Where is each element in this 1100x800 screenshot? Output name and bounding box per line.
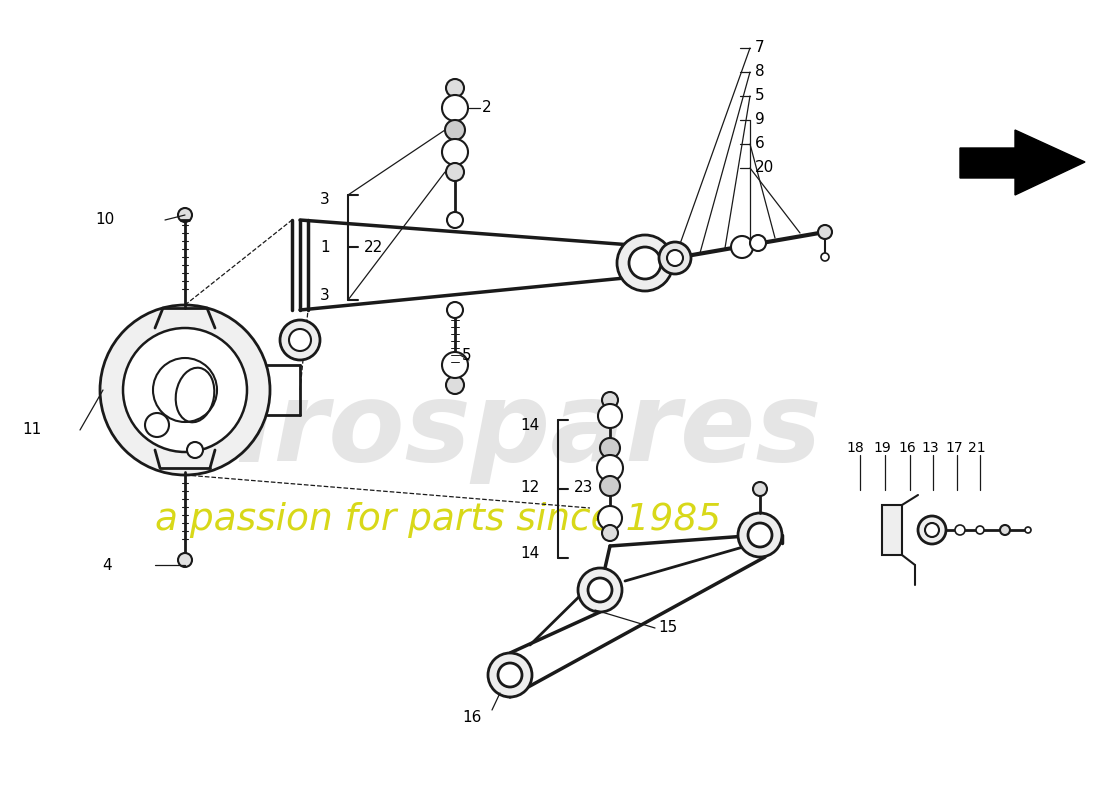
Text: 3: 3 [320, 287, 330, 302]
Circle shape [955, 525, 965, 535]
Circle shape [187, 442, 204, 458]
Text: 16: 16 [898, 441, 916, 455]
Circle shape [442, 139, 468, 165]
Circle shape [600, 476, 620, 496]
Circle shape [498, 663, 522, 687]
Circle shape [918, 516, 946, 544]
Text: 20: 20 [755, 161, 774, 175]
Circle shape [976, 526, 984, 534]
Circle shape [280, 320, 320, 360]
Text: 2: 2 [482, 101, 492, 115]
Text: 10: 10 [96, 213, 115, 227]
Text: eurospares: eurospares [120, 377, 823, 483]
Circle shape [659, 242, 691, 274]
Circle shape [602, 392, 618, 408]
Text: 15: 15 [658, 621, 678, 635]
Text: 12: 12 [520, 481, 540, 495]
Circle shape [442, 352, 468, 378]
Text: 21: 21 [968, 441, 986, 455]
Circle shape [748, 523, 772, 547]
Text: a passion for parts since 1985: a passion for parts since 1985 [155, 502, 722, 538]
Text: 4: 4 [102, 558, 112, 573]
Circle shape [447, 212, 463, 228]
Circle shape [667, 250, 683, 266]
Circle shape [925, 523, 939, 537]
Circle shape [588, 578, 612, 602]
Text: 11: 11 [23, 422, 42, 438]
Circle shape [446, 376, 464, 394]
Text: 5: 5 [755, 89, 764, 103]
Circle shape [738, 513, 782, 557]
Text: 22: 22 [364, 241, 383, 255]
Text: 6: 6 [755, 137, 764, 151]
Circle shape [629, 247, 661, 279]
Circle shape [578, 568, 621, 612]
Circle shape [178, 208, 192, 222]
Circle shape [597, 455, 623, 481]
Circle shape [123, 328, 248, 452]
Text: 3: 3 [320, 193, 330, 207]
Circle shape [598, 506, 622, 530]
Circle shape [488, 653, 532, 697]
Circle shape [754, 482, 767, 496]
Circle shape [732, 236, 754, 258]
Circle shape [178, 553, 192, 567]
Circle shape [818, 225, 832, 239]
Polygon shape [960, 130, 1085, 195]
Text: 14: 14 [520, 418, 540, 433]
Text: 5: 5 [462, 347, 472, 362]
Text: 16: 16 [462, 710, 482, 726]
Circle shape [617, 235, 673, 291]
Text: 13: 13 [921, 441, 938, 455]
Circle shape [446, 120, 465, 140]
Circle shape [750, 235, 766, 251]
Circle shape [598, 404, 622, 428]
Text: 9: 9 [755, 113, 764, 127]
Text: 19: 19 [873, 441, 891, 455]
Circle shape [1025, 527, 1031, 533]
Text: 8: 8 [755, 65, 764, 79]
Circle shape [100, 305, 270, 475]
Circle shape [289, 329, 311, 351]
Text: 23: 23 [574, 481, 593, 495]
Circle shape [145, 413, 169, 437]
Circle shape [602, 525, 618, 541]
Circle shape [153, 358, 217, 422]
Circle shape [442, 95, 468, 121]
FancyBboxPatch shape [882, 505, 902, 555]
Text: 17: 17 [945, 441, 962, 455]
Text: 14: 14 [520, 546, 540, 562]
Circle shape [821, 253, 829, 261]
Text: 7: 7 [755, 41, 764, 55]
Circle shape [446, 163, 464, 181]
Circle shape [1000, 525, 1010, 535]
Circle shape [600, 438, 620, 458]
Circle shape [447, 302, 463, 318]
Text: 18: 18 [846, 441, 864, 455]
Text: 1: 1 [320, 241, 330, 255]
Circle shape [446, 79, 464, 97]
